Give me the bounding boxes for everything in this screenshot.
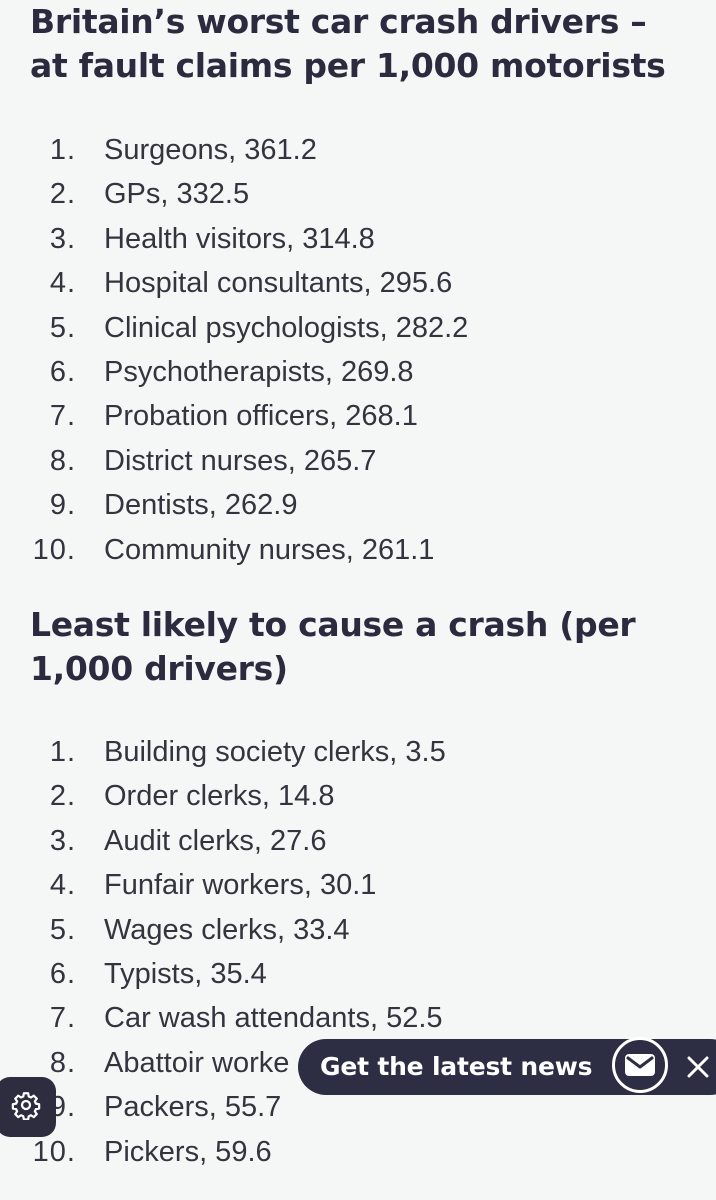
list-item: 1. Building society clerks, 3.5: [0, 730, 716, 774]
settings-button[interactable]: [0, 1077, 56, 1137]
list-item-text: Probation officers, 268.1: [104, 400, 418, 433]
list-item-number: 10.: [32, 1135, 76, 1168]
list-item: 3. Audit clerks, 27.6: [0, 819, 716, 863]
list-item-text: Audit clerks, 27.6: [104, 824, 327, 857]
list-item: 6. Psychotherapists, 269.8: [0, 350, 716, 394]
list-item-text: Abattoir worke: [104, 1046, 290, 1079]
list-item-text: Health visitors, 314.8: [104, 222, 375, 255]
news-signup-banner[interactable]: Get the latest news: [298, 1037, 716, 1095]
list-item: 2. Order clerks, 14.8: [0, 774, 716, 818]
list-item-text: Clinical psychologists, 282.2: [104, 311, 469, 344]
list-item: 10. Community nurses, 261.1: [0, 528, 716, 572]
list-item: 7. Car wash attendants, 52.5: [0, 996, 716, 1040]
list-item: 2. GPs, 332.5: [0, 172, 716, 216]
list-item-number: 2.: [49, 780, 76, 813]
list-item-text: Building society clerks, 3.5: [104, 736, 446, 768]
list-item-text: Community nurses, 261.1: [104, 533, 435, 566]
list-item-text: Typists, 35.4: [104, 957, 267, 990]
list-item: 4. Funfair workers, 30.1: [0, 863, 716, 907]
list-item-number: 4.: [49, 869, 76, 902]
list-item-text: Psychotherapists, 269.8: [104, 355, 414, 388]
heading-worst-drivers: Britain’s worst car crash drivers – at f…: [30, 2, 666, 85]
list-item-number: 6.: [49, 957, 76, 990]
list-item: 8. District nurses, 265.7: [0, 439, 716, 483]
worst-drivers-list: 1. Surgeons, 361.2 2. GPs, 332.5 3. Health …: [0, 128, 716, 572]
list-item-number: 2.: [49, 178, 76, 211]
list-item: 5. Clinical psychologists, 282.2: [0, 306, 716, 350]
list-item: 3. Health visitors, 314.8: [0, 217, 716, 261]
list-item-text: Car wash attendants, 52.5: [104, 1002, 443, 1035]
close-icon[interactable]: [684, 1053, 712, 1081]
list-item-text: Hospital consultants, 295.6: [104, 267, 453, 300]
list-item-number: 5.: [49, 311, 76, 344]
list-item-number: 7.: [49, 400, 76, 433]
envelope-icon[interactable]: [612, 1037, 668, 1093]
list-item: 1. Surgeons, 361.2: [0, 128, 716, 172]
list-item: 6. Typists, 35.4: [0, 952, 716, 996]
list-item-number: 9.: [49, 489, 76, 522]
list-item-number: 10.: [32, 533, 76, 566]
list-item-text: Funfair workers, 30.1: [104, 869, 377, 902]
list-item-number: 3.: [49, 222, 76, 255]
list-item-number: 1.: [49, 736, 76, 768]
list-item: 5. Wages clerks, 33.4: [0, 908, 716, 952]
list-item-text: District nurses, 265.7: [104, 444, 377, 477]
list-item-number: 1.: [49, 134, 76, 166]
list-item: 4. Hospital consultants, 295.6: [0, 261, 716, 305]
list-item-text: Wages clerks, 33.4: [104, 913, 350, 946]
list-item-text: GPs, 332.5: [104, 178, 250, 211]
list-item: 9. Packers, 55.7: [0, 1085, 716, 1129]
list-item-text: Packers, 55.7: [104, 1091, 282, 1124]
list-item-number: 8.: [49, 1046, 76, 1079]
list-item: 8. Abattoir worke: [0, 1041, 716, 1085]
list-item: 9. Dentists, 262.9: [0, 483, 716, 527]
list-item-number: 5.: [49, 913, 76, 946]
list-item-number: 4.: [49, 267, 76, 300]
list-item-number: 3.: [49, 824, 76, 857]
list-item-text: Dentists, 262.9: [104, 489, 298, 522]
list-item: 7. Probation officers, 268.1: [0, 394, 716, 438]
gear-icon: [11, 1090, 41, 1125]
list-item-number: 6.: [49, 355, 76, 388]
least-likely-list: 1. Building society clerks, 3.5 2. Order c…: [0, 730, 716, 1174]
heading-least-likely: Least likely to cause a crash (per 1,000…: [30, 605, 636, 688]
list-item: 10. Pickers, 59.6: [0, 1130, 716, 1174]
list-item-text: Pickers, 59.6: [104, 1135, 272, 1168]
list-item-text: Order clerks, 14.8: [104, 780, 335, 813]
news-banner-label[interactable]: Get the latest news: [320, 1052, 593, 1081]
list-item-number: 7.: [49, 1002, 76, 1035]
list-item-text: Surgeons, 361.2: [104, 134, 317, 166]
list-item-number: 8.: [49, 444, 76, 477]
